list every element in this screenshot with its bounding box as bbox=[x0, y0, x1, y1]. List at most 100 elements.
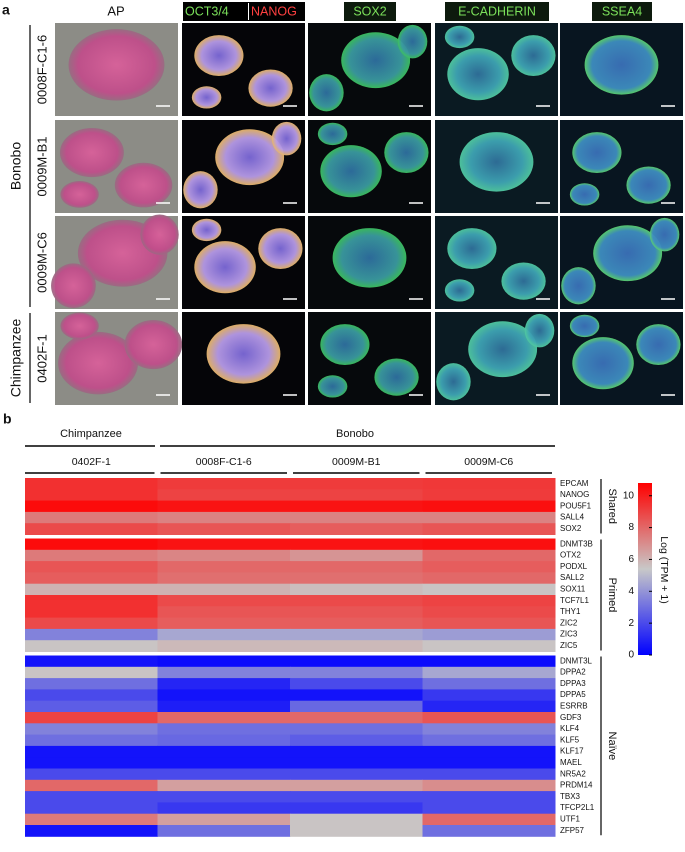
gene-label: DNMT3L bbox=[560, 656, 593, 665]
heatmap-cell bbox=[25, 500, 158, 513]
species-header: Chimpanzee bbox=[60, 428, 122, 440]
gene-label: KLF5 bbox=[560, 735, 580, 744]
heatmap-cell bbox=[422, 745, 556, 758]
colony bbox=[60, 312, 99, 340]
gene-label: UTF1 bbox=[560, 814, 581, 823]
gene-label: ZIC5 bbox=[560, 641, 578, 650]
colony bbox=[183, 171, 218, 209]
heatmap-cell bbox=[25, 511, 158, 524]
heatmap-cell bbox=[290, 712, 423, 724]
row-label: 0402F-1 bbox=[34, 334, 49, 382]
heatmap-cell bbox=[157, 813, 291, 826]
heatmap-cell bbox=[157, 757, 291, 769]
colony bbox=[191, 218, 222, 242]
colony bbox=[444, 25, 475, 49]
heatmap-cell bbox=[422, 500, 556, 513]
colorbar-tick-label: 8 bbox=[628, 522, 634, 533]
heatmap-cell bbox=[422, 655, 556, 668]
heatmap-cell bbox=[157, 561, 291, 573]
colony bbox=[124, 319, 183, 370]
heatmap-cell bbox=[25, 678, 158, 690]
colony bbox=[317, 122, 348, 146]
colony bbox=[271, 121, 302, 156]
heatmap-cell bbox=[290, 500, 423, 513]
gene-label: DPPA2 bbox=[560, 668, 586, 677]
heatmap-cell bbox=[157, 768, 291, 781]
colony bbox=[569, 183, 600, 206]
heatmap-cell bbox=[157, 723, 291, 736]
heatmap-cell bbox=[157, 511, 291, 524]
colony bbox=[524, 313, 555, 348]
heatmap-cell bbox=[25, 628, 158, 641]
colorbar bbox=[638, 483, 652, 655]
heatmap-cell bbox=[157, 802, 291, 815]
colony bbox=[468, 321, 538, 378]
heatmap-cell bbox=[422, 523, 556, 535]
heatmap-cell bbox=[290, 628, 423, 641]
heatmap-cell bbox=[157, 489, 291, 502]
heatmap-cell bbox=[157, 640, 291, 652]
heatmap-cell bbox=[422, 700, 556, 713]
heatmap-cell bbox=[290, 779, 423, 792]
colony bbox=[459, 132, 534, 192]
heatmap-cell bbox=[290, 655, 423, 668]
gene-label: TBX3 bbox=[560, 792, 581, 801]
heatmap-cell bbox=[290, 813, 423, 826]
colony bbox=[194, 241, 256, 294]
group-label: Primed bbox=[606, 578, 618, 613]
heatmap-cell bbox=[25, 666, 158, 679]
heatmap-cell bbox=[25, 723, 158, 736]
colorbar-tick-label: 10 bbox=[623, 490, 635, 501]
column-label: 0009M-C6 bbox=[464, 456, 513, 468]
heatmap-cell bbox=[157, 689, 291, 702]
heatmap-cell bbox=[157, 478, 291, 490]
heatmap-cell bbox=[25, 583, 158, 596]
colony bbox=[51, 263, 96, 309]
panel-label: b bbox=[3, 411, 12, 427]
heatmap-cell bbox=[25, 825, 158, 837]
species-header: Bonobo bbox=[336, 428, 374, 440]
heatmap-cell bbox=[290, 640, 423, 652]
heatmap-cell bbox=[25, 617, 158, 630]
column-header: SSEA4 bbox=[602, 4, 642, 18]
separator bbox=[248, 3, 249, 20]
heatmap-cell bbox=[290, 757, 423, 769]
column-header: NANOG bbox=[251, 4, 297, 18]
heatmap-cell bbox=[157, 825, 291, 837]
gene-label: ESRRB bbox=[560, 701, 588, 710]
colorbar-tick-label: 0 bbox=[628, 650, 634, 661]
heatmap-cell bbox=[290, 478, 423, 490]
heatmap-cell bbox=[422, 768, 556, 781]
colony bbox=[215, 129, 285, 186]
column-header: SOX2 bbox=[353, 4, 386, 18]
colony bbox=[59, 127, 124, 178]
heatmap-cell bbox=[25, 779, 158, 792]
heatmap-cell bbox=[157, 791, 291, 803]
colorbar-tick-label: 2 bbox=[628, 618, 634, 629]
gene-label: PRDM14 bbox=[560, 781, 593, 790]
heatmap-cell bbox=[157, 549, 291, 562]
heatmap-cell bbox=[157, 595, 291, 607]
heatmap-cell bbox=[157, 655, 291, 668]
heatmap-cell bbox=[422, 813, 556, 826]
colony bbox=[374, 358, 419, 396]
heatmap-cell bbox=[422, 561, 556, 573]
heatmap-cell bbox=[422, 606, 556, 619]
row-label: 0008F-C1-6 bbox=[34, 35, 49, 104]
gene-label: TFCP2L1 bbox=[560, 803, 595, 812]
heatmap-cell bbox=[422, 802, 556, 815]
heatmap-cell bbox=[25, 549, 158, 562]
heatmap-cell bbox=[25, 745, 158, 758]
heatmap-cell bbox=[157, 617, 291, 630]
colony bbox=[511, 35, 556, 77]
heatmap-cell bbox=[157, 538, 291, 551]
heatmap-cell bbox=[422, 779, 556, 792]
heatmap-cell bbox=[422, 538, 556, 551]
heatmap-cell bbox=[25, 712, 158, 724]
heatmap-cell bbox=[157, 678, 291, 690]
gene-label: KLF17 bbox=[560, 747, 584, 756]
colony bbox=[320, 324, 370, 366]
gene-label: OTX2 bbox=[560, 551, 581, 560]
heatmap-cell bbox=[422, 549, 556, 562]
